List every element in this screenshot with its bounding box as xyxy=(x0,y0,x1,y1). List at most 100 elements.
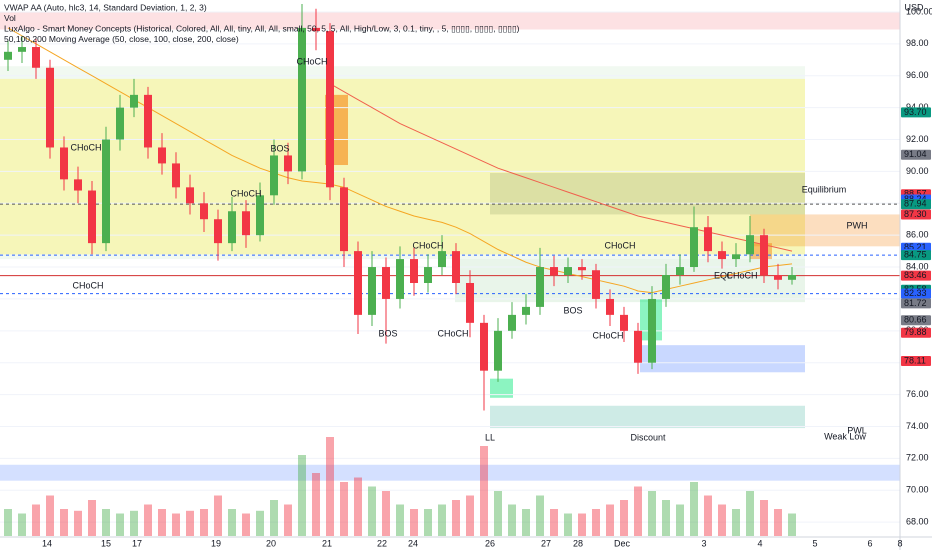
candle-body xyxy=(690,227,698,268)
candle-body xyxy=(620,314,628,331)
zone xyxy=(455,259,805,303)
price-badge-label: 81.72 xyxy=(904,298,927,308)
x-tick-label: Dec xyxy=(614,538,631,548)
price-badge-label: 79.88 xyxy=(904,327,927,337)
annotations: CHoCH CHoCH CHoCH CHoCH CHoCH CHoCH BOS BOS BOS C… xyxy=(70,56,867,442)
x-tick-label: 6 xyxy=(867,538,872,548)
y-tick-label: 96.00 xyxy=(906,70,929,80)
volume-bar xyxy=(718,504,726,536)
x-tick-label: 8 xyxy=(897,538,902,548)
volume-bar xyxy=(620,500,628,536)
candle-body xyxy=(326,31,334,188)
volume-bar xyxy=(774,509,782,536)
legend-header: VWAP AA (Auto, hlc3, 14, Standard Deviat… xyxy=(4,2,520,44)
annotation: BOS xyxy=(378,328,397,338)
volume-bar xyxy=(424,509,432,536)
volume-bar xyxy=(452,500,460,536)
candle-body xyxy=(270,155,278,196)
candle-body xyxy=(130,94,138,108)
volume-bar xyxy=(704,495,712,536)
volume-bar xyxy=(32,504,40,536)
price-badge-label: 88.24 xyxy=(904,194,927,204)
annotation: CHoCH xyxy=(230,188,261,198)
currency: USD xyxy=(904,2,924,12)
price-badge xyxy=(901,315,931,326)
x-tick-label: 26 xyxy=(485,538,495,548)
volume-bar xyxy=(186,510,194,536)
moving-average-line xyxy=(7,27,793,294)
volume-bar xyxy=(494,491,502,536)
candle-body xyxy=(662,275,670,299)
candle-body xyxy=(4,51,12,60)
y-tick-label: 94.00 xyxy=(906,102,929,112)
candle-body xyxy=(452,251,460,283)
candle-body xyxy=(494,330,502,371)
volume-bar xyxy=(172,513,180,536)
y-tick-label: 98.00 xyxy=(906,38,929,48)
volume-bar xyxy=(102,509,110,536)
candle-body xyxy=(382,267,390,299)
volume-bar xyxy=(88,500,96,536)
annotation: BOS xyxy=(563,305,582,315)
annotation: PWL xyxy=(847,425,867,435)
volume-pane xyxy=(4,437,796,536)
price-badge-label: 91.04 xyxy=(904,149,927,159)
price-badge-label: 84.75 xyxy=(904,249,927,259)
x-tick-label: 28 xyxy=(573,538,583,548)
candle-body xyxy=(578,267,586,271)
price-badge xyxy=(901,199,931,210)
candle-body xyxy=(592,270,600,299)
volume-bar xyxy=(354,477,362,536)
volume-bar xyxy=(18,513,26,536)
zones xyxy=(0,11,900,481)
candle-body xyxy=(522,306,530,315)
volume-bar xyxy=(396,504,404,536)
y-tick-label: 72.00 xyxy=(906,453,929,463)
candle-body xyxy=(410,259,418,283)
price-badge-label: 93.70 xyxy=(904,107,927,117)
legend-line: VWAP AA (Auto, hlc3, 14, Standard Deviat… xyxy=(4,2,207,12)
volume-bar xyxy=(466,495,474,536)
candle-body xyxy=(354,251,362,315)
volume-bar xyxy=(746,491,754,536)
candle-body xyxy=(368,267,376,315)
candle-body xyxy=(172,163,180,188)
annotation: CHoCH xyxy=(296,56,327,66)
price-badge xyxy=(901,298,931,309)
candle-body xyxy=(676,267,684,276)
candle-body xyxy=(74,179,82,191)
volume-bar xyxy=(144,504,152,536)
price-badge xyxy=(901,288,931,299)
volume-bar xyxy=(676,504,684,536)
price-badge xyxy=(901,270,931,281)
legend-line: LuxAlgo - Smart Money Concepts (Historic… xyxy=(4,23,520,33)
volume-bar xyxy=(60,509,68,536)
volume-bar xyxy=(536,495,544,536)
candle-body xyxy=(214,219,222,244)
candle-body xyxy=(116,107,124,140)
volume-bar xyxy=(326,437,334,536)
candle-body xyxy=(746,235,754,255)
candle-body xyxy=(606,298,614,315)
candle-body xyxy=(732,254,740,260)
y-tick-label: 92.00 xyxy=(906,134,929,144)
volume-bar xyxy=(74,510,82,536)
candle-body xyxy=(536,267,544,307)
price-badge xyxy=(901,327,931,338)
x-tick-label: 22 xyxy=(377,538,387,548)
zone xyxy=(0,78,805,255)
candle-body xyxy=(634,330,642,363)
x-tick-label: 15 xyxy=(101,538,111,548)
annotation: Weak Low xyxy=(824,431,866,441)
candle-body xyxy=(144,94,152,148)
candle-body xyxy=(256,195,264,236)
volume-bar xyxy=(200,509,208,536)
annotation: CHoCH xyxy=(604,240,635,250)
candle-body xyxy=(18,47,26,52)
candle-body xyxy=(788,275,796,280)
annotation: CHoCH xyxy=(72,280,103,290)
x-tick-label: 20 xyxy=(266,538,276,548)
annotation: Discount xyxy=(630,432,666,442)
volume-bar xyxy=(382,491,390,536)
x-tick-label: 27 xyxy=(541,538,551,548)
